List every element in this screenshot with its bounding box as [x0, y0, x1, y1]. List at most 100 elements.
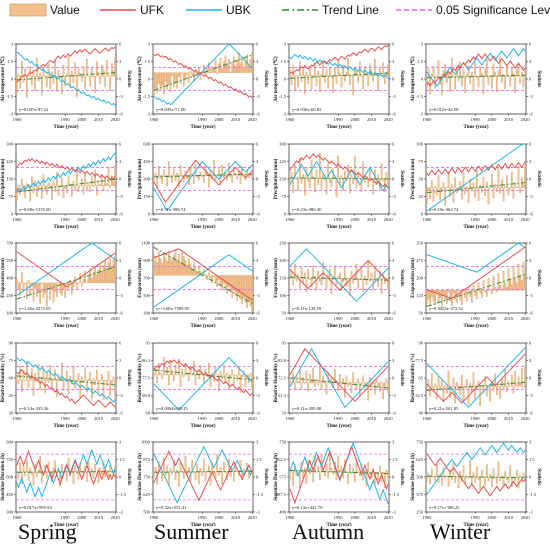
bar [469, 178, 471, 188]
bar [67, 282, 70, 291]
bar [509, 280, 511, 291]
bar [461, 375, 463, 387]
ufk-line [289, 259, 389, 292]
bar [223, 61, 225, 73]
bar [469, 383, 471, 387]
bar [174, 72, 177, 83]
y-tick-label: 300 [143, 311, 151, 316]
bar [334, 265, 336, 279]
bar [238, 53, 240, 73]
bar [497, 168, 500, 188]
bar [484, 68, 486, 77]
bar [229, 71, 232, 73]
bar [461, 76, 463, 87]
season-label-autumn: Autumn [292, 519, 365, 544]
y-axis-title: Sunshine Duration (h) [1, 453, 6, 501]
y2-axis-title: Statistic [536, 369, 541, 387]
panel-r0-c0: 1960 1990 2000 2010 2020 -3 -1.5 0 1.5 3 -6 -3 0 3 6 Ti… [0, 42, 131, 131]
bar [305, 71, 308, 76]
bar [153, 72, 155, 97]
panel-r2-c2: 1960 1990 2000 2010 2020 50 100 150 200 250 -6 -3 0 3… [274, 241, 404, 330]
bar [72, 181, 75, 186]
x-tick-label: 2020 [521, 316, 531, 321]
bar [41, 282, 43, 284]
bar [22, 282, 25, 293]
bar [22, 370, 25, 381]
bar [359, 471, 361, 477]
bar [325, 382, 328, 395]
bar [39, 73, 41, 77]
trend-line [16, 178, 116, 193]
bar [183, 374, 185, 378]
bar [474, 386, 476, 400]
x-tick-label: 2010 [94, 515, 104, 520]
bar-series [153, 249, 253, 312]
bar [469, 460, 471, 478]
bar [342, 378, 344, 384]
bar [497, 70, 500, 77]
bar [337, 60, 339, 76]
bar [224, 471, 227, 473]
bar [329, 67, 331, 76]
bar [347, 382, 349, 387]
plot-frame [152, 342, 254, 414]
bar [218, 168, 220, 176]
bar [469, 76, 471, 84]
bar [449, 386, 451, 398]
x-axis-title: Time (year) [190, 324, 215, 329]
bar [183, 256, 185, 276]
x-tick-label: 1960 [149, 515, 159, 520]
y2-tick-label: 1.5 [392, 457, 398, 462]
x-tick-label: 1960 [12, 217, 22, 222]
bar [504, 282, 506, 291]
bar [452, 75, 455, 77]
bar [489, 474, 491, 478]
bar [521, 280, 523, 291]
bar [161, 72, 163, 87]
bar [307, 269, 309, 279]
panel-r1-c1: 1960 1990 2000 2010 2020 0 150 300 450 600 -6 -3 0 3 6… [138, 142, 268, 231]
y-tick-label: -1.5 [6, 94, 14, 99]
y2-tick-label: -3 [256, 94, 260, 99]
bar [61, 464, 63, 473]
bar [107, 262, 110, 284]
y2-tick-label: 6 [119, 241, 122, 246]
y2-tick-label: -6 [529, 112, 533, 117]
x-tick-label: 1960 [149, 416, 159, 421]
ufk-line [426, 246, 526, 299]
bar [96, 369, 98, 381]
bar [294, 164, 296, 179]
y2-tick-label: 1.5 [529, 457, 535, 462]
bar [206, 68, 208, 73]
bar [334, 68, 336, 76]
bar [94, 169, 96, 186]
bar [452, 377, 455, 387]
bar [214, 60, 217, 73]
bar [324, 381, 326, 384]
y2-axis-title: Statistic [126, 269, 131, 287]
y-axis-title: Relative Humidity (%) [138, 353, 143, 402]
trend-equation: y=-3.60x-7589.05 [156, 306, 190, 311]
bar [37, 282, 40, 291]
y2-tick-label: -3 [529, 293, 533, 298]
y-tick-label: 750 [143, 475, 151, 480]
bar [244, 374, 247, 388]
bar [429, 476, 431, 485]
bar [330, 467, 333, 473]
x-tick-label: 1990 [334, 515, 344, 520]
bar [106, 380, 108, 387]
bar [524, 273, 526, 291]
bar [322, 375, 324, 384]
y-tick-label: 45 [9, 393, 14, 398]
panel-r4-c1: 1960 1990 2000 2010 2020 500 625 750 875 1000 -3 -1… [138, 440, 268, 529]
trend-equation: y=0.23x-386.30 [292, 207, 322, 212]
y2-tick-label: 6 [119, 341, 122, 346]
bar [194, 267, 197, 276]
bar [191, 269, 193, 276]
y-tick-label: 1000 [141, 440, 151, 445]
y2-tick-label: -6 [392, 311, 396, 316]
bar [289, 471, 291, 481]
trend-line [289, 72, 389, 79]
bar [241, 275, 243, 305]
season-label-winter: Winter [430, 519, 491, 544]
